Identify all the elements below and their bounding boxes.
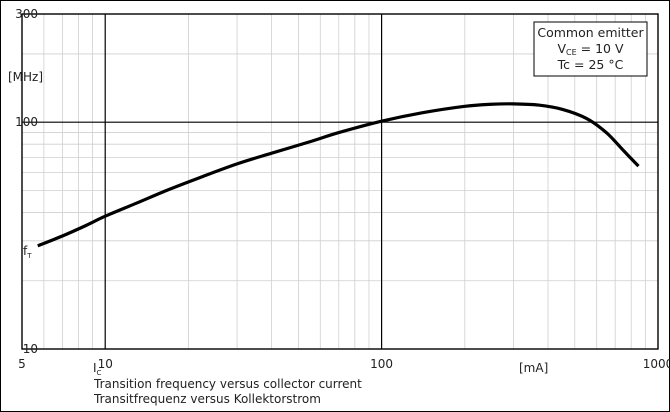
major-grid	[22, 14, 658, 349]
y-tick-label: 10	[23, 342, 38, 356]
x-tick-label: 100	[370, 357, 393, 371]
y-tick-label: 300	[15, 7, 38, 21]
y-tick-label: 100	[15, 115, 38, 129]
y-axis-label: fT	[23, 244, 32, 260]
x-unit-label: [mA]	[519, 361, 548, 375]
x-tick-label: 10	[98, 357, 113, 371]
series-line-ft	[37, 102, 640, 248]
series-layer	[37, 102, 640, 248]
legend-box: Common emitter VCE = 10 V Tc = 25 °C	[533, 21, 648, 77]
legend-frame	[533, 21, 648, 77]
legend-line-3: Tc = 25 °C	[557, 57, 624, 72]
x-tick-label: 5	[18, 357, 26, 371]
plot-frame	[21, 13, 659, 350]
x-axis-label: IC	[93, 361, 102, 377]
caption-german: Transitfrequenz versus Kollektorstrom	[93, 392, 321, 406]
legend-line-1: Common emitter	[537, 25, 644, 40]
legend-line-2: VCE = 10 V	[557, 41, 624, 57]
minor-grid	[22, 14, 658, 349]
y-unit-label: [MHz]	[8, 70, 43, 84]
caption-english: Transition frequency versus collector cu…	[93, 377, 362, 391]
x-tick-label: 1000	[643, 357, 670, 371]
